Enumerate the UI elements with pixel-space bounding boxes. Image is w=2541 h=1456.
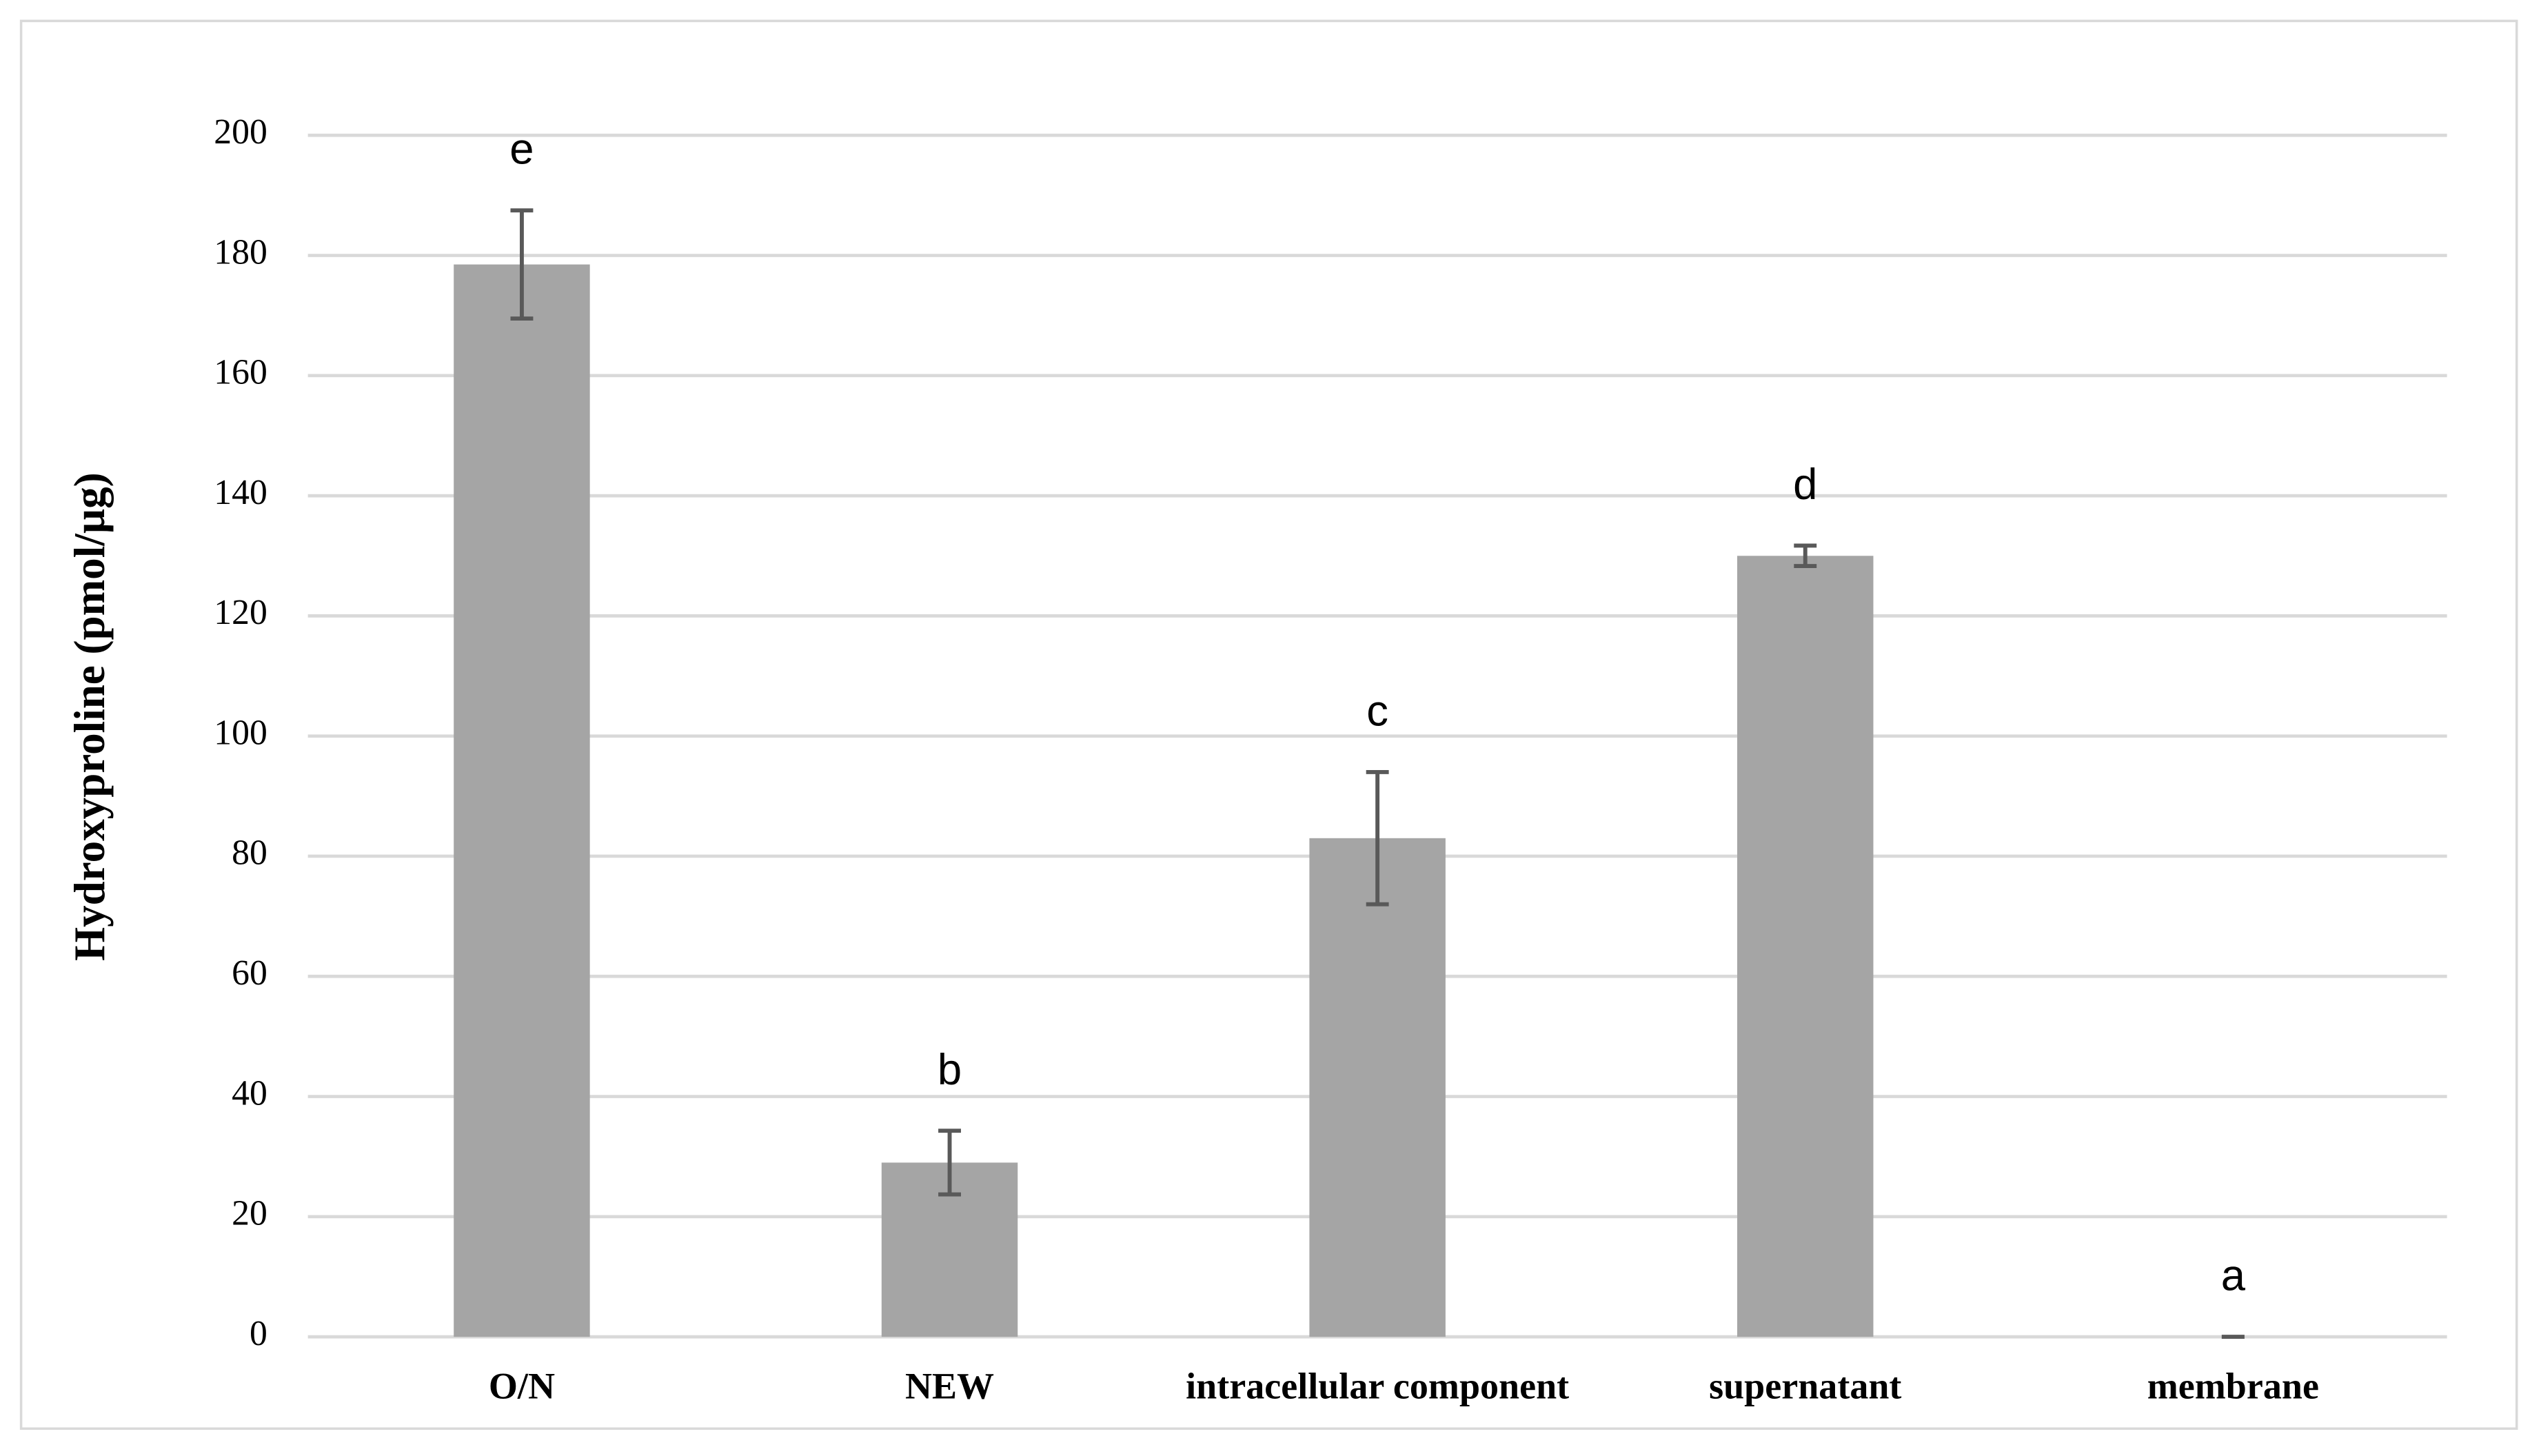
x-tick-label: O/N: [489, 1366, 555, 1407]
y-tick-label: 120: [214, 593, 267, 632]
x-tick-label: supernatant: [1709, 1366, 1901, 1407]
y-tick-label: 80: [232, 833, 267, 873]
bar: [454, 264, 590, 1337]
y-tick-label: 60: [232, 953, 267, 993]
significance-letter: b: [938, 1046, 962, 1094]
significance-letter: a: [2221, 1252, 2246, 1300]
x-tick-label: membrane: [2147, 1366, 2319, 1407]
significance-letter: c: [1366, 687, 1388, 736]
bar: [1737, 556, 1874, 1337]
y-tick-label: 0: [250, 1314, 267, 1353]
y-axis-label: Hydroxyproline (pmol/µg): [65, 472, 114, 961]
y-tick-label: 160: [214, 353, 267, 392]
error-bar: [1794, 543, 1817, 568]
significance-letter: d: [1793, 461, 1817, 509]
bar: [1309, 838, 1446, 1337]
x-tick-label: NEW: [905, 1366, 994, 1407]
y-tick-label: 100: [214, 714, 267, 753]
y-tick-label: 180: [214, 232, 267, 272]
significance-letter: e: [509, 125, 534, 174]
y-tick-label: 20: [232, 1194, 267, 1233]
error-bar: [938, 1129, 962, 1197]
error-bar: [1366, 770, 1389, 907]
y-tick-label: 140: [214, 473, 267, 512]
y-tick-label: 40: [232, 1073, 267, 1113]
y-tick-label: 200: [214, 112, 267, 152]
x-tick-label: intracellular component: [1186, 1366, 1569, 1407]
error-bar: [510, 208, 534, 321]
